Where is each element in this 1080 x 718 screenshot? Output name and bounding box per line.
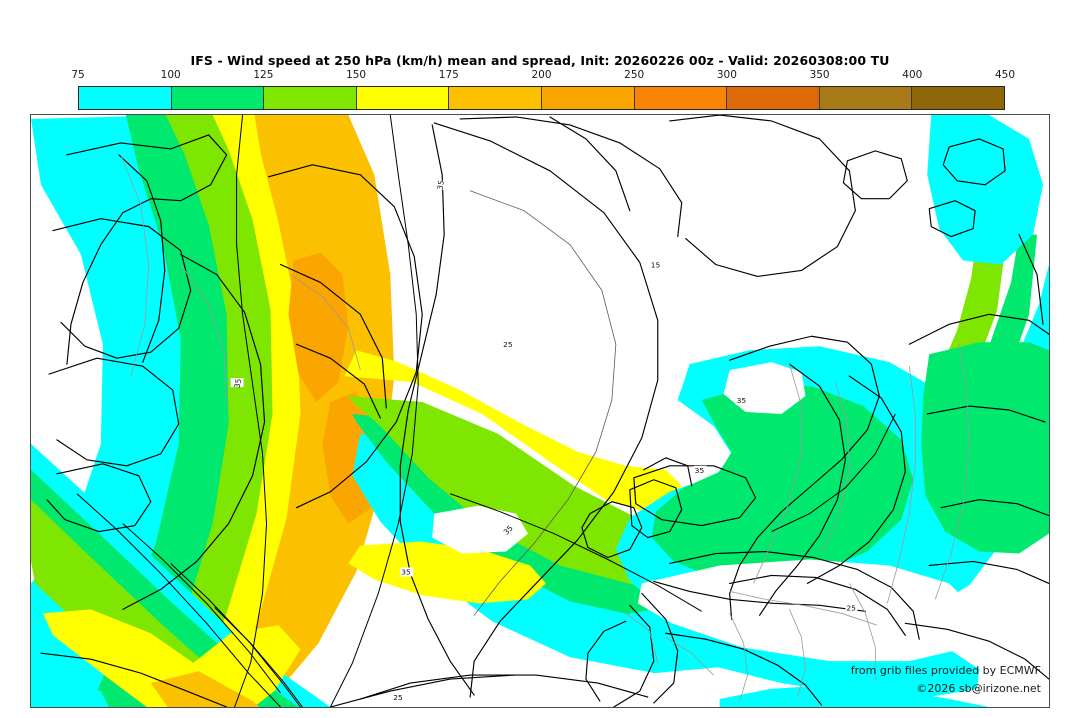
colorbar-tick-300: 300 (716, 69, 737, 81)
colorbar-segment-100-125 (171, 87, 265, 109)
colorbar-tick-150: 150 (346, 69, 367, 81)
low-wind-hole-iberia (637, 559, 980, 662)
colorbar-tick-400: 400 (902, 69, 923, 81)
band-100-125-baltic-ne (921, 342, 1049, 554)
credit-copyright: ©2026 sb@irizone.net (916, 682, 1041, 695)
band-75-100-ne (927, 115, 1044, 265)
band-150-175-atlantic (344, 350, 682, 514)
svg-text:15: 15 (651, 260, 661, 269)
political-border-layer (120, 154, 970, 702)
colorbar-tick-250: 250 (624, 69, 645, 81)
band-200-250-core-a (288, 252, 349, 403)
svg-text:25: 25 (846, 603, 856, 612)
colorbar-segment-250-300 (634, 87, 728, 109)
colorbar-segment-300-350 (727, 87, 820, 109)
band-75-100-bottom-left (31, 685, 109, 707)
map-canvas[interactable]: 35 35 35 15 35 35 35 25 25 (30, 114, 1050, 708)
colorbar-segment-350-400 (819, 87, 913, 109)
colorbar-segment-125-150 (264, 87, 357, 109)
spread-contour-layer (76, 115, 896, 707)
svg-text:25: 25 (503, 340, 513, 349)
band-175-200-sw (150, 671, 260, 707)
svg-text:35: 35 (435, 179, 446, 190)
colorbar-segment-200-250 (541, 87, 635, 109)
low-wind-greenland-north (458, 115, 860, 345)
svg-text:35: 35 (737, 396, 747, 405)
colorbar: 75 100 125 150 175 200 250 300 350 400 450 (71, 69, 1015, 110)
colorbar-segment-75-100 (79, 87, 172, 109)
band-75-100-bottom (719, 685, 990, 707)
colorbar-tick-350: 350 (809, 69, 830, 81)
map-svg: 35 35 35 15 35 35 35 25 25 (31, 115, 1049, 707)
svg-text:35: 35 (233, 378, 244, 389)
contour-label-layer: 35 35 35 15 35 35 35 25 25 (230, 179, 858, 702)
page-title: IFS - Wind speed at 250 hPa (km/h) mean … (190, 53, 890, 68)
colorbar-tick-labels: 75 100 125 150 175 200 250 300 350 400 450 (71, 69, 1015, 83)
band-150-175-atlantic-b (348, 541, 546, 604)
colorbar-tick-75: 75 (71, 69, 85, 81)
colorbar-segment-150-175 (356, 87, 450, 109)
svg-text:35: 35 (401, 567, 411, 576)
colorbar-segment-400-450 (912, 87, 1004, 109)
colorbar-tick-125: 125 (253, 69, 274, 81)
low-wind-hole-scot (432, 505, 529, 554)
svg-text:25: 25 (393, 693, 403, 702)
colorbar-segments (78, 86, 1005, 110)
colorbar-tick-175: 175 (438, 69, 459, 81)
credit-source: from grib files provided by ECMWF (850, 664, 1041, 677)
colorbar-tick-200: 200 (531, 69, 552, 81)
colorbar-tick-100: 100 (160, 69, 181, 81)
windspeed-fill-layer (31, 115, 1049, 707)
colorbar-tick-450: 450 (994, 69, 1016, 81)
colorbar-segment-175-200 (449, 87, 542, 109)
svg-text:35: 35 (695, 466, 705, 475)
